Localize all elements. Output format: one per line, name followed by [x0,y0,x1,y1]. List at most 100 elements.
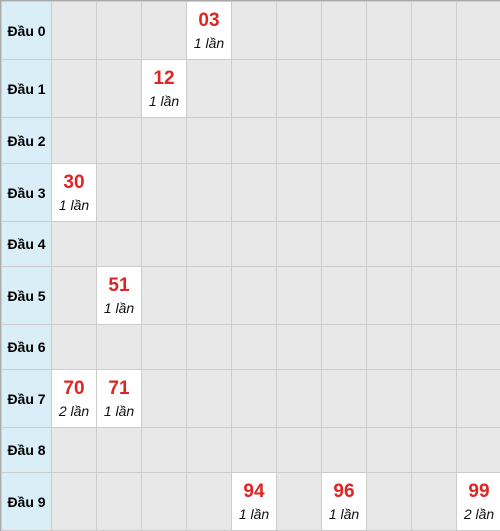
empty-cell [96,117,142,164]
empty-cell [411,427,457,473]
empty-cell [366,1,412,60]
table-row: Đầu 8 [1,427,500,473]
empty-cell [51,266,97,325]
occurrence-count: 1 lần [103,402,135,419]
empty-cell [51,427,97,473]
empty-cell [231,427,277,473]
empty-cell [456,221,500,267]
empty-cell [141,117,187,164]
empty-cell [276,427,322,473]
empty-cell [456,427,500,473]
empty-cell [366,221,412,267]
loto-number: 71 [108,377,130,399]
empty-cell [456,163,500,222]
empty-cell [231,266,277,325]
empty-cell [96,59,142,118]
empty-cell [231,59,277,118]
loto-number-cell: 99 2 lần [456,472,500,531]
empty-cell [276,117,322,164]
empty-cell [141,163,187,222]
row-label: Đầu 2 [1,117,52,164]
empty-cell [186,221,232,267]
empty-cell [96,1,142,60]
row-label: Đầu 6 [1,324,52,370]
empty-cell [456,117,500,164]
loto-number-cell: 30 1 lần [51,163,97,222]
row-label: Đầu 7 [1,369,52,428]
occurrence-count: 1 lần [103,299,135,316]
loto-number: 94 [243,480,265,502]
table-row: Đầu 9 94 1 lần 96 1 lần 99 2 lần [1,472,500,531]
empty-cell [366,59,412,118]
empty-cell [141,1,187,60]
empty-cell [276,1,322,60]
empty-cell [231,324,277,370]
table-row: Đầu 6 [1,324,500,370]
empty-cell [186,369,232,428]
empty-cell [186,472,232,531]
empty-cell [411,221,457,267]
empty-cell [366,117,412,164]
empty-cell [321,221,367,267]
empty-cell [321,117,367,164]
row-label: Đầu 5 [1,266,52,325]
table-row: Đầu 1 12 1 lần [1,59,500,118]
empty-cell [96,427,142,473]
empty-cell [96,163,142,222]
loto-number: 99 [468,480,490,502]
empty-cell [456,324,500,370]
empty-cell [96,221,142,267]
empty-cell [456,59,500,118]
empty-cell [141,221,187,267]
loto-number: 30 [63,171,85,193]
empty-cell [366,163,412,222]
empty-cell [321,324,367,370]
empty-cell [51,117,97,164]
empty-cell [276,369,322,428]
empty-cell [51,59,97,118]
empty-cell [51,472,97,531]
loto-number-cell: 03 1 lần [186,1,232,60]
empty-cell [276,324,322,370]
empty-cell [51,324,97,370]
row-label: Đầu 8 [1,427,52,473]
empty-cell [321,1,367,60]
table-row: Đầu 4 [1,221,500,267]
empty-cell [186,117,232,164]
occurrence-count: 2 lần [463,505,495,522]
loto-number: 70 [63,377,85,399]
row-label: Đầu 1 [1,59,52,118]
row-label: Đầu 4 [1,221,52,267]
empty-cell [231,117,277,164]
empty-cell [51,1,97,60]
empty-cell [411,266,457,325]
table-row: Đầu 3 30 1 lần [1,163,500,222]
empty-cell [366,324,412,370]
empty-cell [231,1,277,60]
empty-cell [366,369,412,428]
row-label: Đầu 3 [1,163,52,222]
loto-number-cell: 96 1 lần [321,472,367,531]
empty-cell [456,369,500,428]
empty-cell [321,266,367,325]
empty-cell [276,221,322,267]
empty-cell [96,324,142,370]
empty-cell [411,324,457,370]
empty-cell [141,324,187,370]
empty-cell [231,369,277,428]
empty-cell [141,472,187,531]
table-row: Đầu 0 03 1 lần [1,1,500,60]
empty-cell [141,266,187,325]
empty-cell [276,163,322,222]
loto-number: 03 [198,9,220,31]
occurrence-count: 1 lần [193,34,225,51]
table-row: Đầu 7 70 2 lần 71 1 lần [1,369,500,428]
empty-cell [51,221,97,267]
empty-cell [276,472,322,531]
empty-cell [456,1,500,60]
empty-cell [321,59,367,118]
empty-cell [411,472,457,531]
